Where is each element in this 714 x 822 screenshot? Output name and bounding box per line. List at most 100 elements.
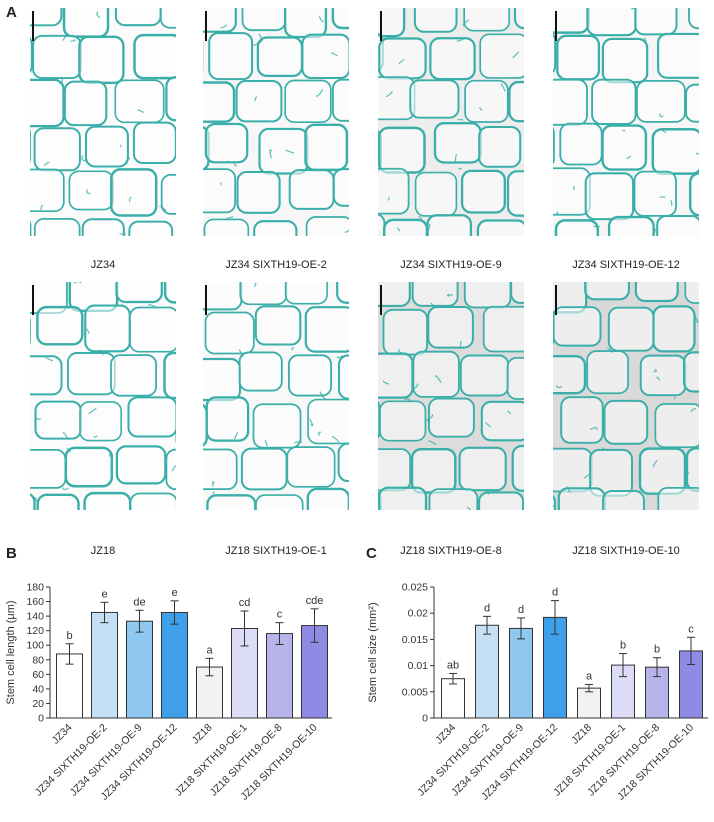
y-tick-label: 20 — [32, 698, 44, 710]
cell-wall — [463, 8, 511, 32]
cell-wall — [586, 8, 637, 37]
cell-wall — [204, 311, 255, 355]
cell-wall — [428, 397, 475, 438]
micrograph-jz18-oe10 — [553, 282, 699, 510]
cell-wall — [482, 305, 524, 353]
cell-wall — [685, 446, 699, 492]
y-tick-label: 80 — [32, 654, 44, 666]
debris-fragment — [507, 410, 512, 414]
y-tick-label: 40 — [32, 683, 44, 695]
debris-fragment — [172, 465, 176, 472]
cell-wall — [204, 122, 249, 164]
significance-letter: d — [484, 602, 490, 614]
cell-wall — [656, 214, 699, 236]
cell-wall — [479, 33, 524, 79]
cell-wall — [203, 81, 236, 123]
debris-fragment — [573, 185, 576, 191]
cell-wall — [287, 354, 333, 397]
cell-wall — [208, 32, 254, 81]
debris-fragment — [108, 451, 112, 457]
cell-wall — [433, 122, 482, 164]
bar — [91, 611, 118, 719]
significance-letter: d — [552, 587, 558, 599]
micrograph-jz34-oe12 — [553, 8, 699, 236]
debris-fragment — [62, 35, 68, 41]
cell-wall — [657, 32, 699, 79]
debris-fragment — [238, 349, 244, 358]
debris-fragment — [331, 52, 338, 57]
cell-wall — [254, 305, 302, 346]
debris-fragment — [253, 40, 263, 47]
cell-wall — [607, 306, 655, 352]
y-tick-label: 160 — [26, 596, 44, 608]
category-label: JZ34 — [50, 722, 75, 747]
cell-wall — [240, 447, 288, 491]
significance-letter: cd — [239, 597, 251, 609]
cell-wall — [414, 171, 458, 217]
y-axis-label: Stem cell size (mm²) — [367, 602, 379, 702]
cell-wall — [83, 491, 132, 510]
debris-fragment — [626, 155, 632, 159]
significance-letter: e — [171, 587, 177, 599]
debris-fragment — [34, 416, 42, 420]
cell-wall — [510, 282, 524, 304]
debris-fragment — [693, 315, 699, 323]
debris-fragment — [607, 347, 613, 353]
micrograph-jz18-oe1 — [203, 282, 349, 510]
debris-fragment — [695, 152, 699, 155]
caption-jz18-oe1: JZ18 SIXTH19-OE-1 — [225, 545, 327, 557]
cell-wall — [601, 37, 649, 84]
cell-wall — [636, 80, 686, 123]
caption-jz34-oe12: JZ34 SIXTH19-OE-12 — [572, 259, 680, 271]
cell-wall — [30, 78, 65, 128]
bar — [577, 687, 601, 719]
cell-wall — [203, 282, 243, 311]
cell-wall — [203, 448, 238, 490]
cell-wall — [306, 487, 349, 510]
caption-jz34: JZ34 — [90, 259, 116, 271]
cell-wall — [114, 8, 162, 27]
cell-wall — [236, 170, 281, 214]
micrograph-jz18 — [30, 282, 176, 510]
debris-fragment — [434, 375, 442, 384]
cell-wall — [478, 125, 522, 168]
debris-fragment — [413, 383, 419, 390]
category-label: JZ34 — [433, 722, 458, 747]
micrograph-jz18-oe8 — [378, 282, 524, 510]
debris-fragment — [43, 161, 50, 167]
cell-wall — [683, 351, 699, 393]
cell-wall — [553, 78, 588, 126]
debris-fragment — [344, 229, 349, 233]
debris-fragment — [382, 380, 390, 385]
debris-fragment — [74, 282, 82, 284]
bar — [509, 627, 533, 719]
cell-wall — [115, 445, 167, 485]
significance-letter: a — [206, 644, 213, 656]
cell-wall — [337, 442, 349, 483]
cell-wall — [378, 126, 426, 174]
debris-fragment — [128, 196, 132, 203]
debris-fragment — [430, 302, 435, 308]
cell-wall — [657, 487, 699, 510]
cell-wall — [506, 357, 524, 400]
cell-wall — [685, 83, 699, 123]
cell-wall — [33, 127, 81, 172]
cell-wall — [464, 79, 509, 123]
debris-fragment — [319, 391, 326, 400]
debris-fragment — [254, 96, 258, 102]
cell-wall — [165, 448, 176, 491]
debris-fragment — [457, 118, 464, 121]
cell-wall — [160, 174, 176, 215]
significance-letter: c — [277, 609, 283, 621]
cell-wall — [159, 8, 176, 29]
debris-fragment — [500, 83, 506, 92]
caption-jz18-oe8: JZ18 SIXTH19-OE-8 — [400, 545, 502, 557]
cell-wall — [460, 169, 506, 214]
debris-fragment — [485, 421, 492, 428]
bar — [475, 624, 499, 719]
significance-letter: a — [586, 670, 593, 682]
debris-fragment — [34, 497, 39, 503]
cell-wall — [654, 403, 699, 449]
debris-fragment — [137, 109, 145, 114]
cell-wall — [553, 8, 590, 34]
